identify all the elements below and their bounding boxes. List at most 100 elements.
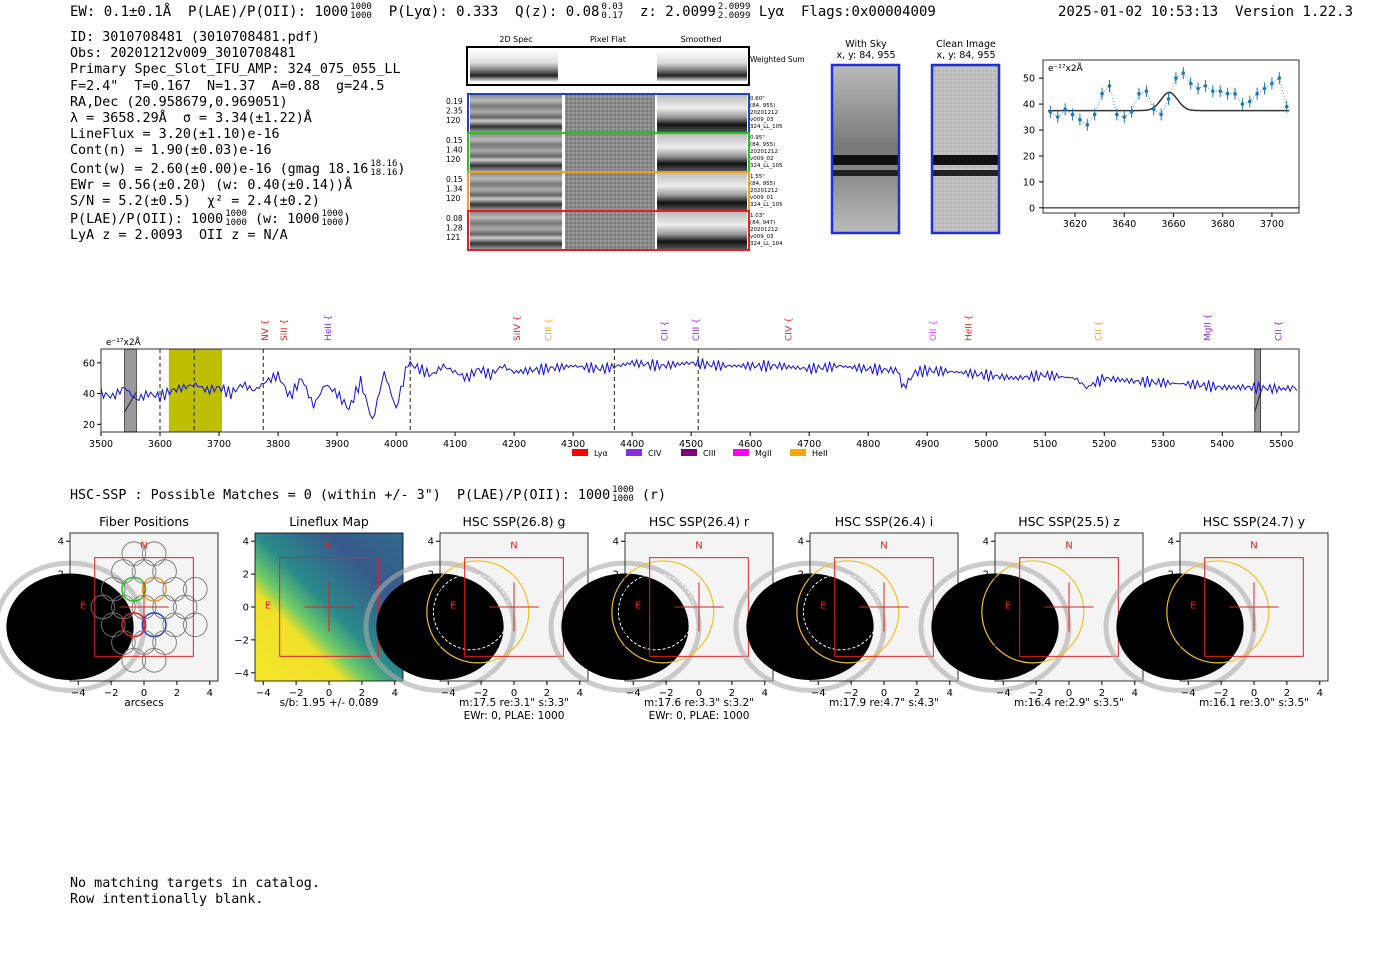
with-sky-title: With Sky [845, 39, 887, 50]
cutout-2dspec [470, 173, 562, 210]
cutout-right-label: v009_01 [750, 195, 774, 201]
with-sky-image [832, 65, 899, 233]
panel-xtick-label: −2 [474, 688, 489, 699]
north-label: N [880, 541, 887, 552]
cutout-right-label: 20201212 [750, 188, 778, 194]
cutout-right-label: 20201212 [750, 110, 778, 116]
emission-line-label: CIII { [544, 318, 554, 341]
north-label: N [695, 541, 702, 552]
fiber-circle [141, 541, 167, 567]
info-lambda: λ = 3658.29Å σ = 3.34(±1.22)Å [70, 111, 312, 127]
panel-title: HSC SSP(24.7) y [1203, 514, 1306, 529]
full-spectrum-chart: e⁻¹⁷x2Å 3500 3600 3700 3800 3900 4000 4100 4200… [83, 314, 1300, 458]
zoom-unit-label: e⁻¹⁷x2Å [1048, 62, 1084, 74]
cutout-right-label: v009_03 [750, 117, 774, 123]
cutout-right-label: v009_03 [750, 234, 774, 240]
cutout-right-label: v009_02 [750, 156, 774, 162]
panel-ytick-label: 4 [798, 537, 804, 548]
cutout-smoothed [657, 173, 747, 210]
cutout-right-label: 20201212 [750, 227, 778, 233]
panel-ytick-label: −2 [49, 635, 64, 646]
panel-xtick-label: −4 [996, 688, 1011, 699]
full-xtick-label: 3500 [89, 439, 113, 450]
fiber-circle [90, 594, 116, 620]
cutout-left-label: 0.19 [446, 97, 463, 106]
panel-ytick-label: 4 [243, 537, 249, 548]
legend-swatch [572, 449, 588, 456]
zoom-data-point [1115, 112, 1119, 117]
east-label: E [1005, 601, 1011, 612]
north-label: N [1065, 541, 1072, 552]
info-plae: P(LAE)/P(OII): 1000 1000 1000 (w: 1000 1000… [70, 209, 352, 229]
summary-header: EW: 0.1±0.1Å P(LAE)/P(OII): 1000 1000 1000… [70, 2, 936, 21]
image-panel: HSC SSP(25.5) z N E −4 −4 −2 −2 0 0 2 2 4 4 m:16.4 re… [918, 514, 1144, 709]
panel-title: HSC SSP(26.4) i [835, 514, 933, 529]
full-xtick-label: 5200 [1092, 439, 1116, 450]
zoom-data-point [1225, 91, 1230, 96]
cutout-pixelflat [565, 95, 655, 132]
cutout-pixelflat [565, 134, 655, 171]
plae-value: P(LAE)/P(OII): 1000 [188, 4, 349, 20]
cutout-right-label: 1.55" [750, 174, 765, 180]
zoom-data-line [1050, 72, 1288, 126]
panel-ytick-label: −4 [49, 668, 64, 679]
panel-ytick-label: 2 [1168, 570, 1174, 581]
east-label: E [450, 601, 456, 612]
panel-title: HSC SSP(26.8) g [463, 514, 566, 529]
hsc-summary: HSC-SSP : Possible Matches = 0 (within +… [70, 485, 667, 504]
cutout-left-label: 2.35 [446, 107, 463, 116]
panel-ytick-label: 2 [243, 570, 249, 581]
panel-ytick-label: 4 [1168, 537, 1174, 548]
panel-ytick-label: −4 [604, 668, 619, 679]
emission-line-label: MgII { [1204, 314, 1214, 341]
info-lya: LyA z = 2.0093 OII z = N/A [70, 228, 288, 244]
zoom-ytick-label: 20 [1023, 151, 1035, 162]
zoom-data-point [1211, 89, 1215, 93]
zoom-ytick-label: 30 [1023, 126, 1035, 137]
cutout-2dspec [470, 212, 562, 249]
weighted-sum-2dspec [470, 50, 558, 82]
north-label: N [325, 541, 332, 552]
cutout-left-label: 0.15 [446, 136, 463, 145]
cutout-right-label: 324_LL_105 [750, 202, 783, 208]
panel-title: HSC SSP(26.4) r [649, 514, 750, 529]
panel-caption: m:16.4 re:2.9" s:3.5" [1014, 697, 1124, 709]
panel-ytick-label: −2 [789, 635, 804, 646]
cutout-left-label: 1.34 [446, 185, 463, 194]
cutout-2dspec [470, 95, 562, 132]
panel-ytick-label: −4 [789, 668, 804, 679]
emission-line-label: CII { [1094, 321, 1104, 341]
footer-line1: No matching targets in catalog. [70, 876, 320, 891]
zoom-xtick-label: 3680 [1211, 219, 1235, 230]
panel-xtick-label: −2 [104, 688, 119, 699]
info-contw: Cont(w) = 2.60(±0.00)e-16 (gmag 18.16 18.… [70, 158, 406, 178]
full-xtick-label: 5100 [1033, 439, 1057, 450]
panel-ytick-label: −4 [419, 668, 434, 679]
panel-xtick-label: 4 [947, 688, 953, 699]
panel-xtick-label: −4 [71, 688, 86, 699]
full-xtick-label: 5300 [1151, 439, 1175, 450]
panel-xtick-label: 2 [729, 688, 735, 699]
emission-line-label: SiII { [280, 319, 290, 341]
detection-info: ID: 3010708481 (3010708481.pdf) Obs: 202… [70, 30, 405, 245]
panel-xtick-label: 4 [207, 688, 213, 699]
zoom-model-curve [1047, 91, 1290, 112]
cutout-2dspec [470, 134, 562, 171]
cutout-left-label: 120 [446, 194, 461, 203]
search-box [464, 557, 564, 657]
image-panel: Fiber Positions N E −4 −4 −2 −2 0 0 2 2 4 4 arcsecs [0, 514, 219, 709]
image-panel: HSC SSP(24.7) y N E −4 −4 −2 −2 0 0 2 2 4 4 m:16.1 re… [1103, 514, 1329, 709]
panel-ytick-label: 4 [983, 537, 989, 548]
panel-xtick-label: 2 [1284, 688, 1290, 699]
panel-caption: m:16.1 re:3.0" s:3.5" [1199, 697, 1309, 709]
emission-line-label: CIII { [692, 318, 702, 341]
with-sky-coords: x, y: 84, 955 [836, 50, 895, 61]
cutout-left-label: 0.08 [446, 214, 463, 223]
search-box [1019, 557, 1119, 657]
fiber-circle [183, 576, 208, 602]
cutout-frame [467, 210, 750, 251]
panel-ytick-label: 4 [613, 537, 619, 548]
masked-region-hatch [1254, 391, 1262, 413]
